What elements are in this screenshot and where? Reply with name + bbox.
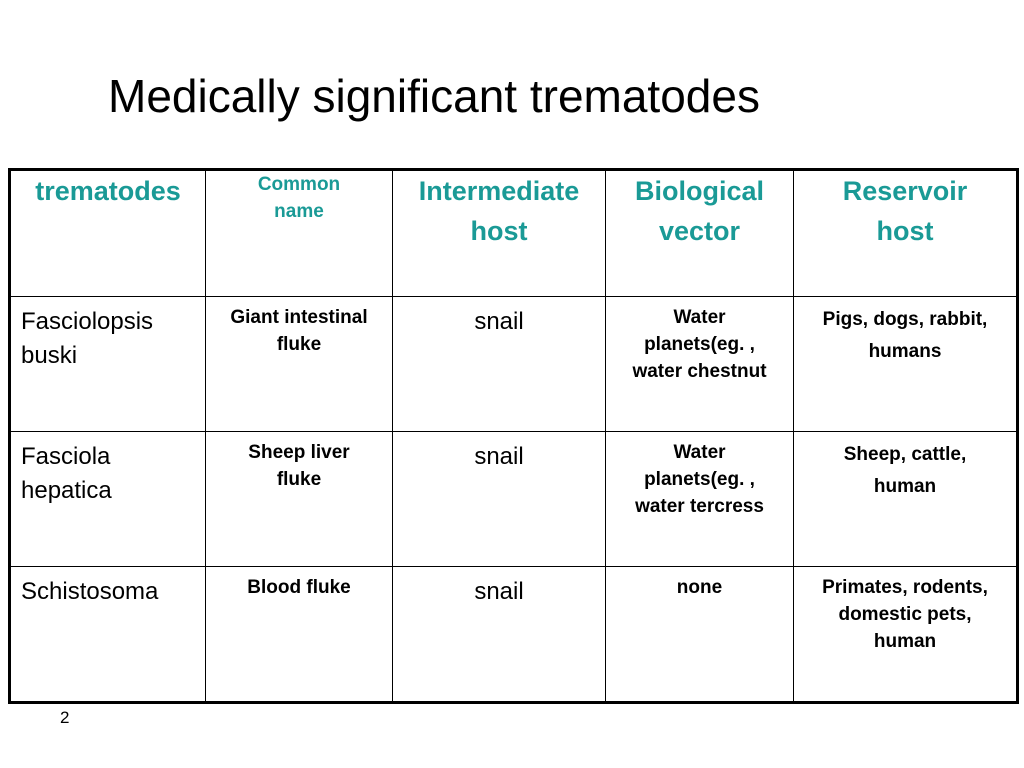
trematodes-table: trematodes Common name Intermediate host… xyxy=(8,168,1019,704)
cell-trematode: Fasciola hepatica xyxy=(9,431,206,567)
cell-trematode: Fasciolopsis buski xyxy=(9,296,206,432)
page-number: 2 xyxy=(60,708,70,727)
cell-biological-vector: Water planets(eg. , water tercress xyxy=(605,431,794,567)
header-trematodes: trematodes xyxy=(9,169,206,297)
cell-common-name: Sheep liver fluke xyxy=(205,431,393,567)
cell-common-name: Giant intestinal fluke xyxy=(205,296,393,432)
cell-biological-vector: Water planets(eg. , water chestnut xyxy=(605,296,794,432)
cell-biological-vector: none xyxy=(605,566,794,703)
header-biological-vector: Biological vector xyxy=(605,169,794,297)
cell-reservoir-host: Sheep, cattle, human xyxy=(793,431,1018,567)
header-common-name: Common name xyxy=(205,169,393,297)
cell-reservoir-host: Primates, rodents, domestic pets, human xyxy=(793,566,1018,703)
cell-intermediate-host: snail xyxy=(392,296,606,432)
slide-title: Medically significant trematodes xyxy=(108,70,760,122)
table-row: Fasciola hepatica Sheep liver fluke snai… xyxy=(9,431,1018,567)
table-row: Fasciolopsis buski Giant intestinal fluk… xyxy=(9,296,1018,432)
header-intermediate-host: Intermediate host xyxy=(392,169,606,297)
table-header-row: trematodes Common name Intermediate host… xyxy=(9,169,1018,297)
header-reservoir-host: Reservoir host xyxy=(793,169,1018,297)
cell-intermediate-host: snail xyxy=(392,566,606,703)
cell-reservoir-host: Pigs, dogs, rabbit, humans xyxy=(793,296,1018,432)
cell-trematode: Schistosoma xyxy=(9,566,206,703)
cell-common-name: Blood fluke xyxy=(205,566,393,703)
cell-intermediate-host: snail xyxy=(392,431,606,567)
table-row: Schistosoma Blood fluke snail none Prima… xyxy=(9,566,1018,703)
